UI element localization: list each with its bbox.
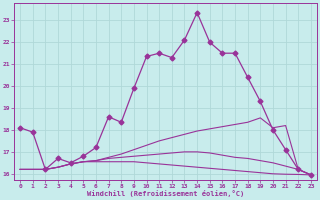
X-axis label: Windchill (Refroidissement éolien,°C): Windchill (Refroidissement éolien,°C) [87, 190, 244, 197]
